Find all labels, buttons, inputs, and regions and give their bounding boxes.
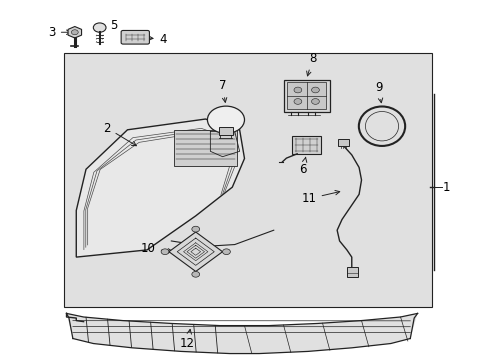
Circle shape (191, 271, 199, 277)
Circle shape (293, 87, 301, 93)
Bar (173, 130, 237, 166)
Text: 6: 6 (299, 157, 306, 176)
Circle shape (191, 226, 199, 232)
Text: 10: 10 (141, 242, 172, 255)
Circle shape (293, 99, 301, 104)
Circle shape (161, 249, 168, 255)
Text: 4: 4 (138, 32, 167, 46)
Bar (292, 136, 320, 154)
Circle shape (222, 249, 230, 255)
FancyBboxPatch shape (121, 31, 149, 44)
Text: 1: 1 (442, 181, 449, 194)
Polygon shape (168, 232, 222, 271)
Circle shape (93, 23, 106, 32)
Circle shape (71, 30, 78, 35)
Text: 12: 12 (180, 329, 195, 350)
Bar (218, 127, 233, 135)
Text: 5: 5 (99, 19, 118, 32)
Ellipse shape (365, 112, 398, 141)
Bar (283, 80, 329, 112)
Text: 7: 7 (218, 79, 226, 102)
Text: 11: 11 (301, 190, 339, 205)
Bar (287, 82, 325, 109)
Polygon shape (76, 119, 244, 257)
Bar (337, 139, 348, 146)
Text: 2: 2 (103, 122, 136, 146)
Circle shape (311, 87, 319, 93)
Text: 8: 8 (306, 51, 316, 76)
Text: 3: 3 (48, 26, 71, 39)
Circle shape (311, 99, 319, 104)
Bar (64, 53, 431, 307)
Text: 9: 9 (374, 81, 382, 103)
Bar (346, 267, 357, 277)
Polygon shape (66, 314, 417, 354)
Circle shape (207, 106, 244, 134)
